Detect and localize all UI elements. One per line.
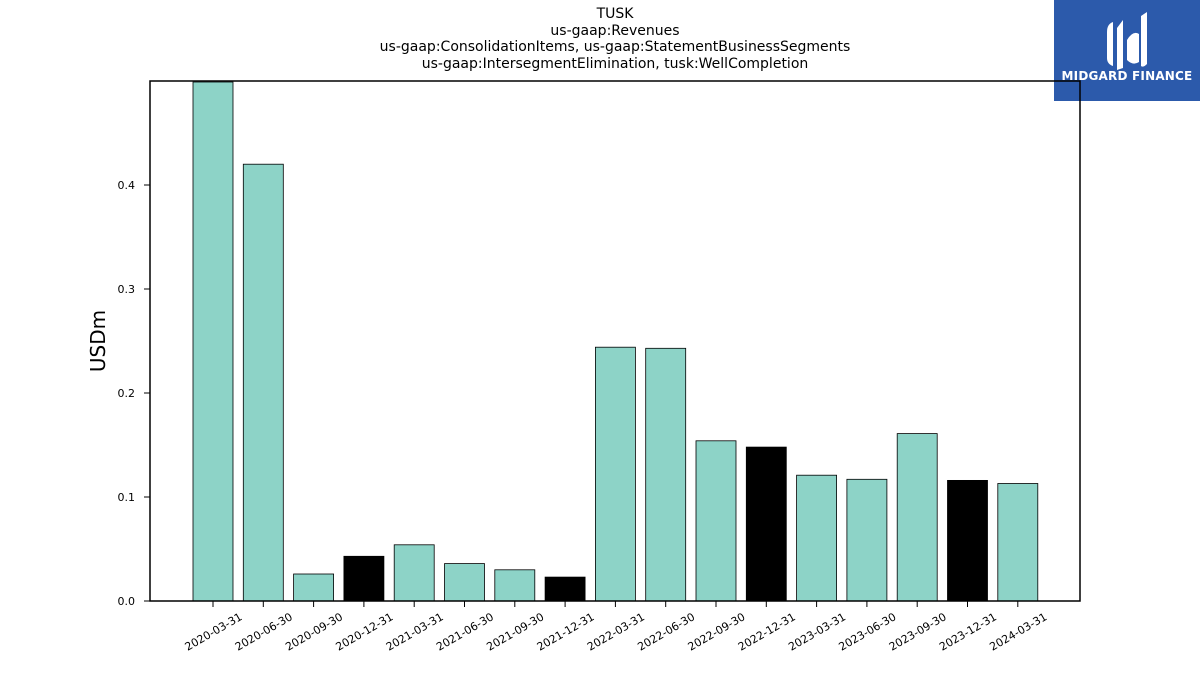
bar-2024-03-31 xyxy=(997,483,1039,602)
bar-2020-03-31 xyxy=(192,81,234,602)
x-tick-label: 2024-03-31 xyxy=(987,610,1049,653)
bar-2023-12-31 xyxy=(947,479,988,602)
y-tick-label: 0.0 xyxy=(118,595,136,608)
y-axis-label: USDm xyxy=(86,310,110,372)
bar-2021-06-30 xyxy=(444,563,485,602)
y-tick-label: 0.4 xyxy=(118,179,136,192)
y-axis: 0.0 0.1 0.2 0.3 0.4 xyxy=(118,179,150,608)
bar-2022-06-30 xyxy=(645,347,687,602)
bar-2020-12-31 xyxy=(343,555,385,602)
title-line-2: us-gaap:Revenues xyxy=(550,22,680,39)
x-axis: 2020-03-312020-06-302020-09-302020-12-31… xyxy=(183,601,1049,654)
title-line-1: TUSK xyxy=(596,6,634,22)
bar-2023-06-30 xyxy=(846,478,888,602)
bar-2022-12-31 xyxy=(745,446,787,602)
y-tick-label: 0.2 xyxy=(118,387,136,400)
title-line-3: us-gaap:ConsolidationItems, us-gaap:Stat… xyxy=(379,39,851,55)
bar-2021-03-31 xyxy=(393,544,435,602)
logo-text: MIDGARD FINANCE xyxy=(1061,69,1193,83)
y-tick-label: 0.3 xyxy=(118,283,136,296)
logo-mark-icon xyxy=(1107,12,1147,70)
bar-2021-12-31 xyxy=(544,576,586,602)
bars-group xyxy=(192,81,1039,602)
bar-2022-03-31 xyxy=(595,346,636,602)
bar-2021-09-30 xyxy=(494,569,536,602)
bar-2020-09-30 xyxy=(293,573,335,602)
bar-2023-03-31 xyxy=(796,474,837,602)
y-tick-label: 0.1 xyxy=(118,491,136,504)
bar-2022-09-30 xyxy=(695,440,737,602)
chart-title: TUSK us-gaap:Revenues us-gaap:Consolidat… xyxy=(150,6,1080,72)
midgard-finance-logo: MIDGARD FINANCE xyxy=(1054,0,1200,101)
bar-2020-06-30 xyxy=(242,163,284,602)
bar-2023-09-30 xyxy=(896,433,938,602)
plot-frame xyxy=(149,80,1081,602)
title-line-4: us-gaap:IntersegmentElimination, tusk:We… xyxy=(421,55,809,72)
